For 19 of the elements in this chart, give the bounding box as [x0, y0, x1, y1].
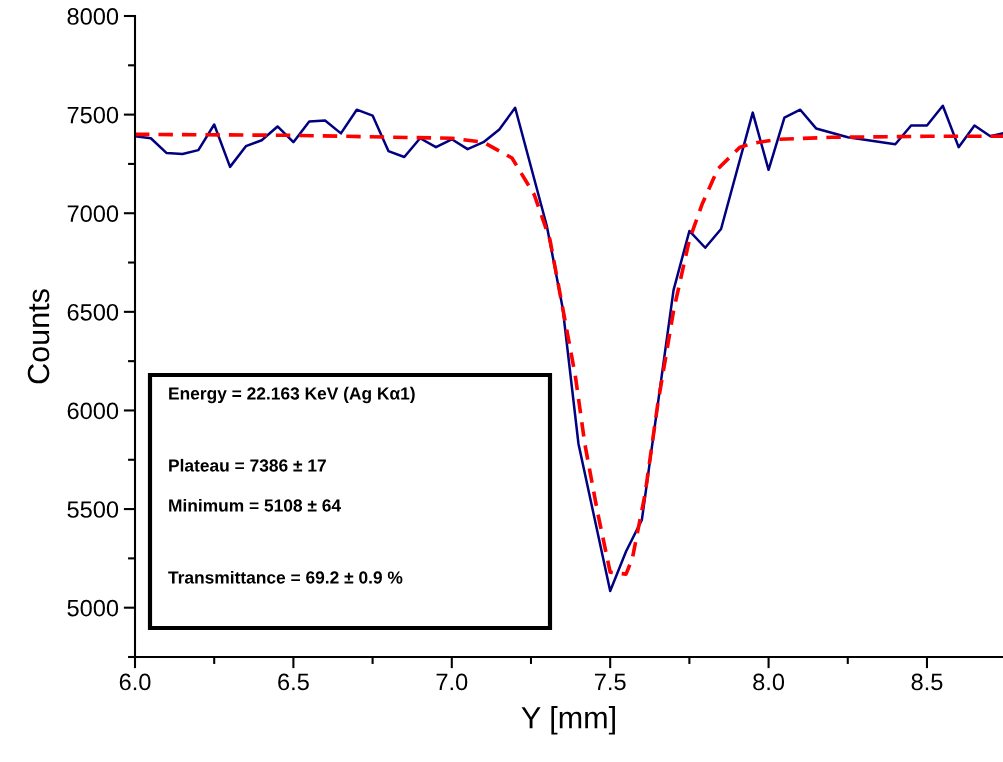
annotation: Transmittance = 69.2 ± 0.9 % [168, 570, 403, 584]
y-tick-label: 6500 [67, 303, 119, 321]
x-tick-label: 8.5 [911, 673, 943, 691]
y-tick-label: 8000 [67, 8, 119, 25]
x-tick-label: 6.5 [278, 673, 309, 691]
x-axis-title: Y [mm] [521, 706, 615, 735]
annotation: Plateau = 7386 ± 17 [169, 458, 326, 472]
y-tick-label: 6000 [67, 402, 119, 420]
x-tick-label: 6.0 [119, 673, 151, 691]
x-tick-label: 8.0 [753, 673, 785, 691]
x-tick-label: 7.5 [594, 673, 626, 691]
y-axis-title: Counts [27, 289, 50, 384]
x-tick-label: 7.0 [436, 673, 468, 691]
y-tick-label: 7000 [67, 205, 119, 223]
y-tick-label: 5500 [67, 501, 119, 518]
y-tick-label: 5000 [67, 599, 119, 617]
y-tick-label: 7500 [67, 106, 119, 124]
annotation: Energy = 22.163 KeV (Ag Kα1) [169, 386, 415, 404]
annotation: Minimum = 5108 ± 64 [169, 498, 341, 512]
